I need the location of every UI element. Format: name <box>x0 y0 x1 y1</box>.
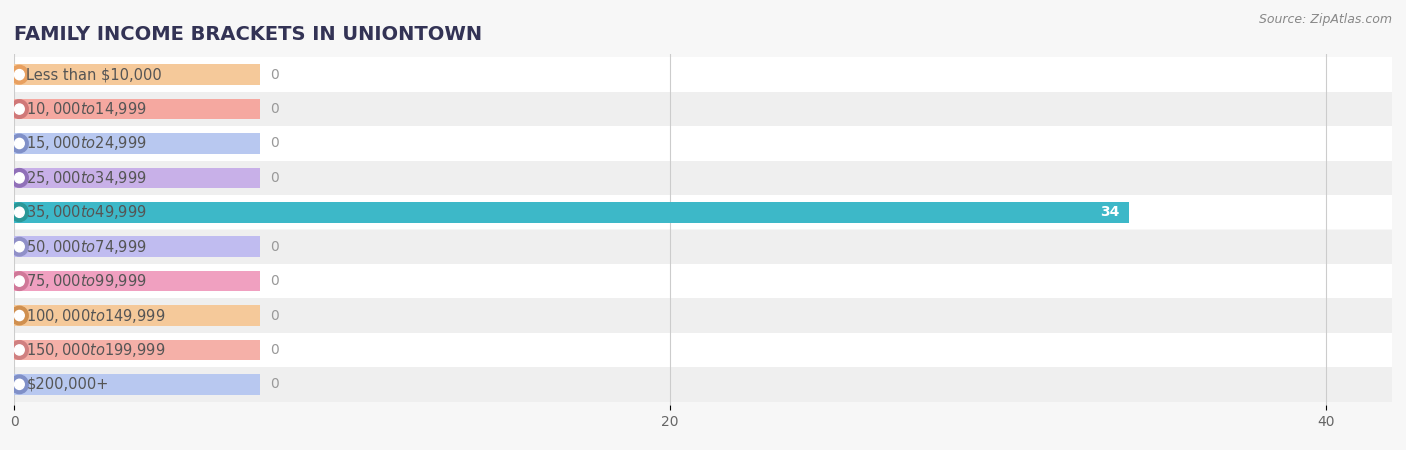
Bar <box>14 58 1392 92</box>
Bar <box>14 202 1129 223</box>
Circle shape <box>14 379 24 389</box>
Text: 0: 0 <box>270 171 278 185</box>
Text: $15,000 to $24,999: $15,000 to $24,999 <box>27 135 148 153</box>
Bar <box>14 99 260 119</box>
Circle shape <box>10 203 28 221</box>
Circle shape <box>14 173 24 183</box>
Text: Source: ZipAtlas.com: Source: ZipAtlas.com <box>1258 14 1392 27</box>
Circle shape <box>10 238 28 256</box>
Text: 0: 0 <box>270 274 278 288</box>
Bar <box>14 374 260 395</box>
Text: 0: 0 <box>270 240 278 254</box>
Circle shape <box>14 310 24 321</box>
Text: $150,000 to $199,999: $150,000 to $199,999 <box>27 341 166 359</box>
Text: $200,000+: $200,000+ <box>27 377 108 392</box>
Circle shape <box>14 104 24 114</box>
Circle shape <box>10 134 28 153</box>
Circle shape <box>14 138 24 148</box>
Bar <box>14 340 260 360</box>
Text: Less than $10,000: Less than $10,000 <box>27 67 162 82</box>
Text: $10,000 to $14,999: $10,000 to $14,999 <box>27 100 148 118</box>
Circle shape <box>10 306 28 325</box>
Bar <box>14 298 1392 333</box>
Circle shape <box>14 345 24 355</box>
Circle shape <box>10 169 28 187</box>
Text: $100,000 to $149,999: $100,000 to $149,999 <box>27 306 166 324</box>
Text: 0: 0 <box>270 378 278 392</box>
Bar <box>14 195 1392 230</box>
Bar <box>14 333 1392 367</box>
Bar <box>14 367 1392 401</box>
Circle shape <box>10 100 28 118</box>
Bar <box>14 161 1392 195</box>
Text: 34: 34 <box>1101 205 1119 219</box>
Circle shape <box>14 207 24 217</box>
Text: $25,000 to $34,999: $25,000 to $34,999 <box>27 169 148 187</box>
Bar <box>14 271 260 292</box>
Text: 0: 0 <box>270 343 278 357</box>
Bar <box>14 236 260 257</box>
Text: 0: 0 <box>270 309 278 323</box>
Bar <box>14 230 1392 264</box>
Circle shape <box>14 70 24 80</box>
Circle shape <box>10 272 28 290</box>
Text: $75,000 to $99,999: $75,000 to $99,999 <box>27 272 148 290</box>
Circle shape <box>10 341 28 359</box>
Text: $50,000 to $74,999: $50,000 to $74,999 <box>27 238 148 256</box>
Text: FAMILY INCOME BRACKETS IN UNIONTOWN: FAMILY INCOME BRACKETS IN UNIONTOWN <box>14 25 482 44</box>
Circle shape <box>10 375 28 394</box>
Text: 0: 0 <box>270 68 278 81</box>
Bar <box>14 126 1392 161</box>
Bar <box>14 64 260 85</box>
Bar <box>14 133 260 154</box>
Bar <box>14 264 1392 298</box>
Bar <box>14 92 1392 126</box>
Bar <box>14 167 260 188</box>
Text: $35,000 to $49,999: $35,000 to $49,999 <box>27 203 148 221</box>
Circle shape <box>14 276 24 286</box>
Text: 0: 0 <box>270 136 278 150</box>
Text: 0: 0 <box>270 102 278 116</box>
Bar <box>14 305 260 326</box>
Circle shape <box>10 65 28 84</box>
Circle shape <box>14 242 24 252</box>
